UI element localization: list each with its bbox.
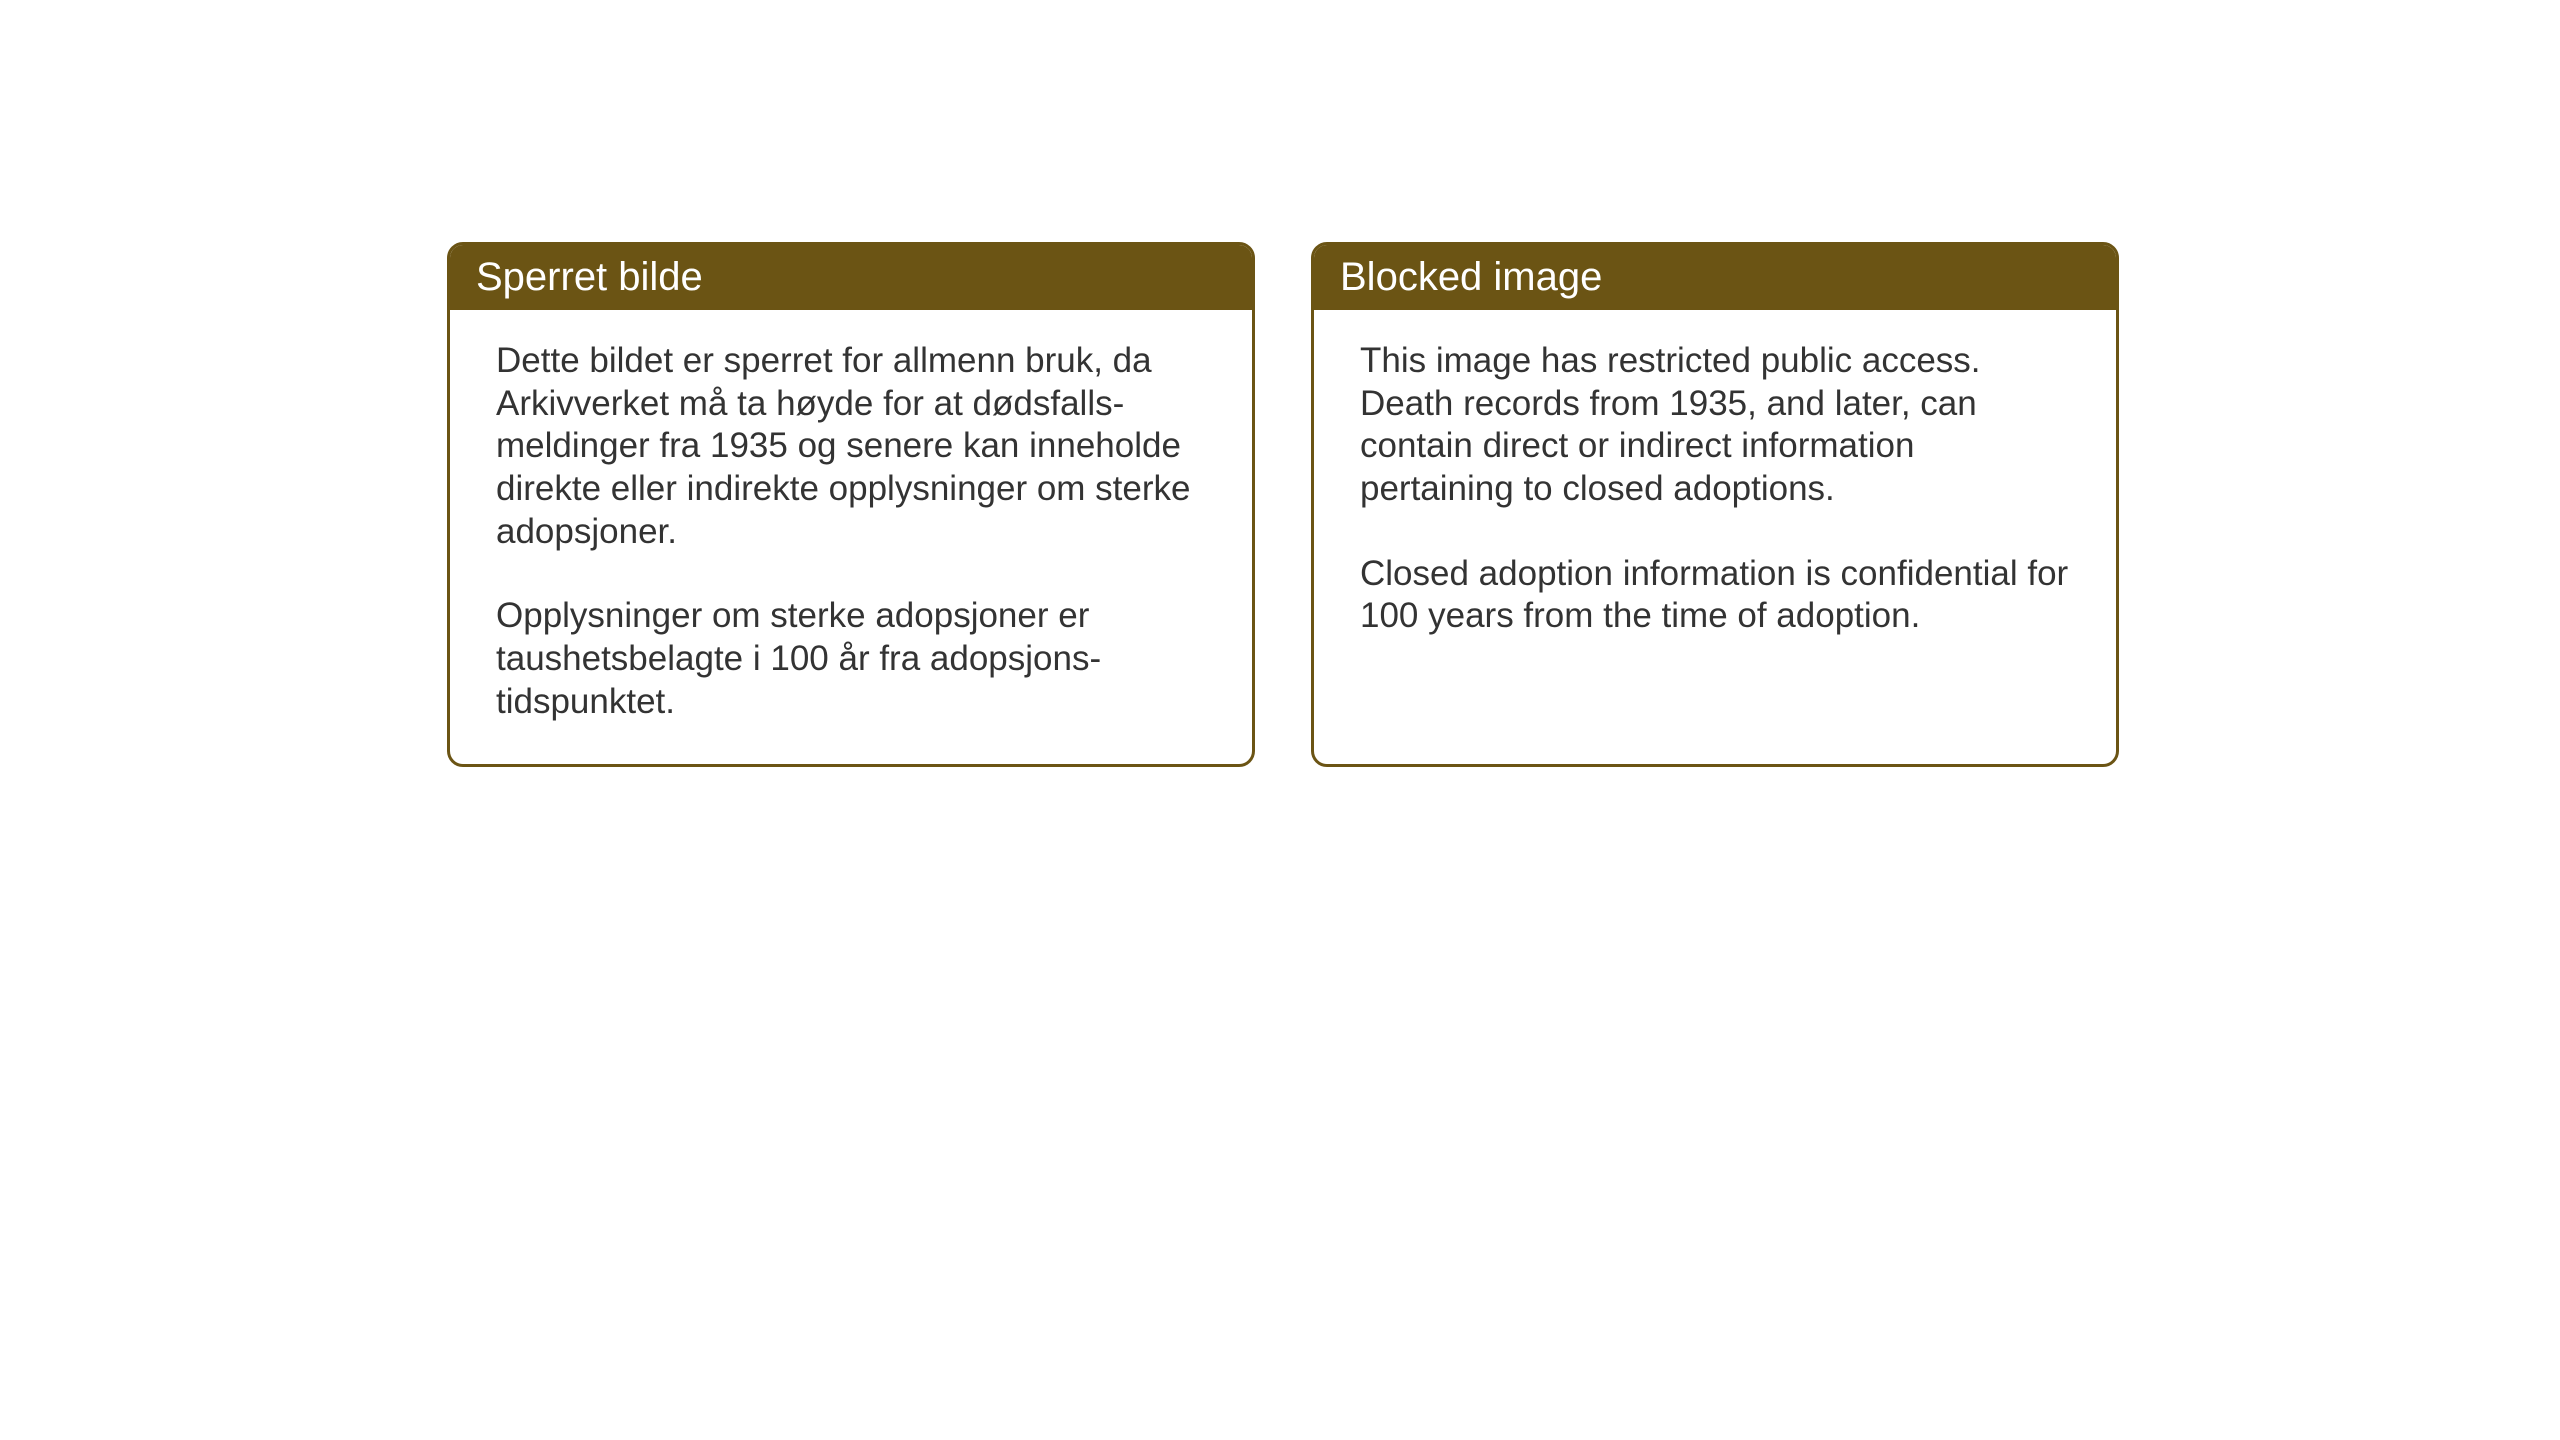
notice-body-english: This image has restricted public access.… <box>1314 310 2116 678</box>
notice-body-norwegian: Dette bildet er sperret for allmenn bruk… <box>450 310 1252 764</box>
notice-paragraph-1-english: This image has restricted public access.… <box>1360 340 2070 511</box>
notice-card-english: Blocked image This image has restricted … <box>1311 242 2119 767</box>
notice-paragraph-2-english: Closed adoption information is confident… <box>1360 553 2070 638</box>
notice-container: Sperret bilde Dette bildet er sperret fo… <box>447 242 2119 767</box>
notice-card-norwegian: Sperret bilde Dette bildet er sperret fo… <box>447 242 1255 767</box>
notice-paragraph-2-norwegian: Opplysninger om sterke adopsjoner er tau… <box>496 595 1206 723</box>
notice-header-english: Blocked image <box>1314 245 2116 310</box>
notice-paragraph-1-norwegian: Dette bildet er sperret for allmenn bruk… <box>496 340 1206 553</box>
notice-header-norwegian: Sperret bilde <box>450 245 1252 310</box>
